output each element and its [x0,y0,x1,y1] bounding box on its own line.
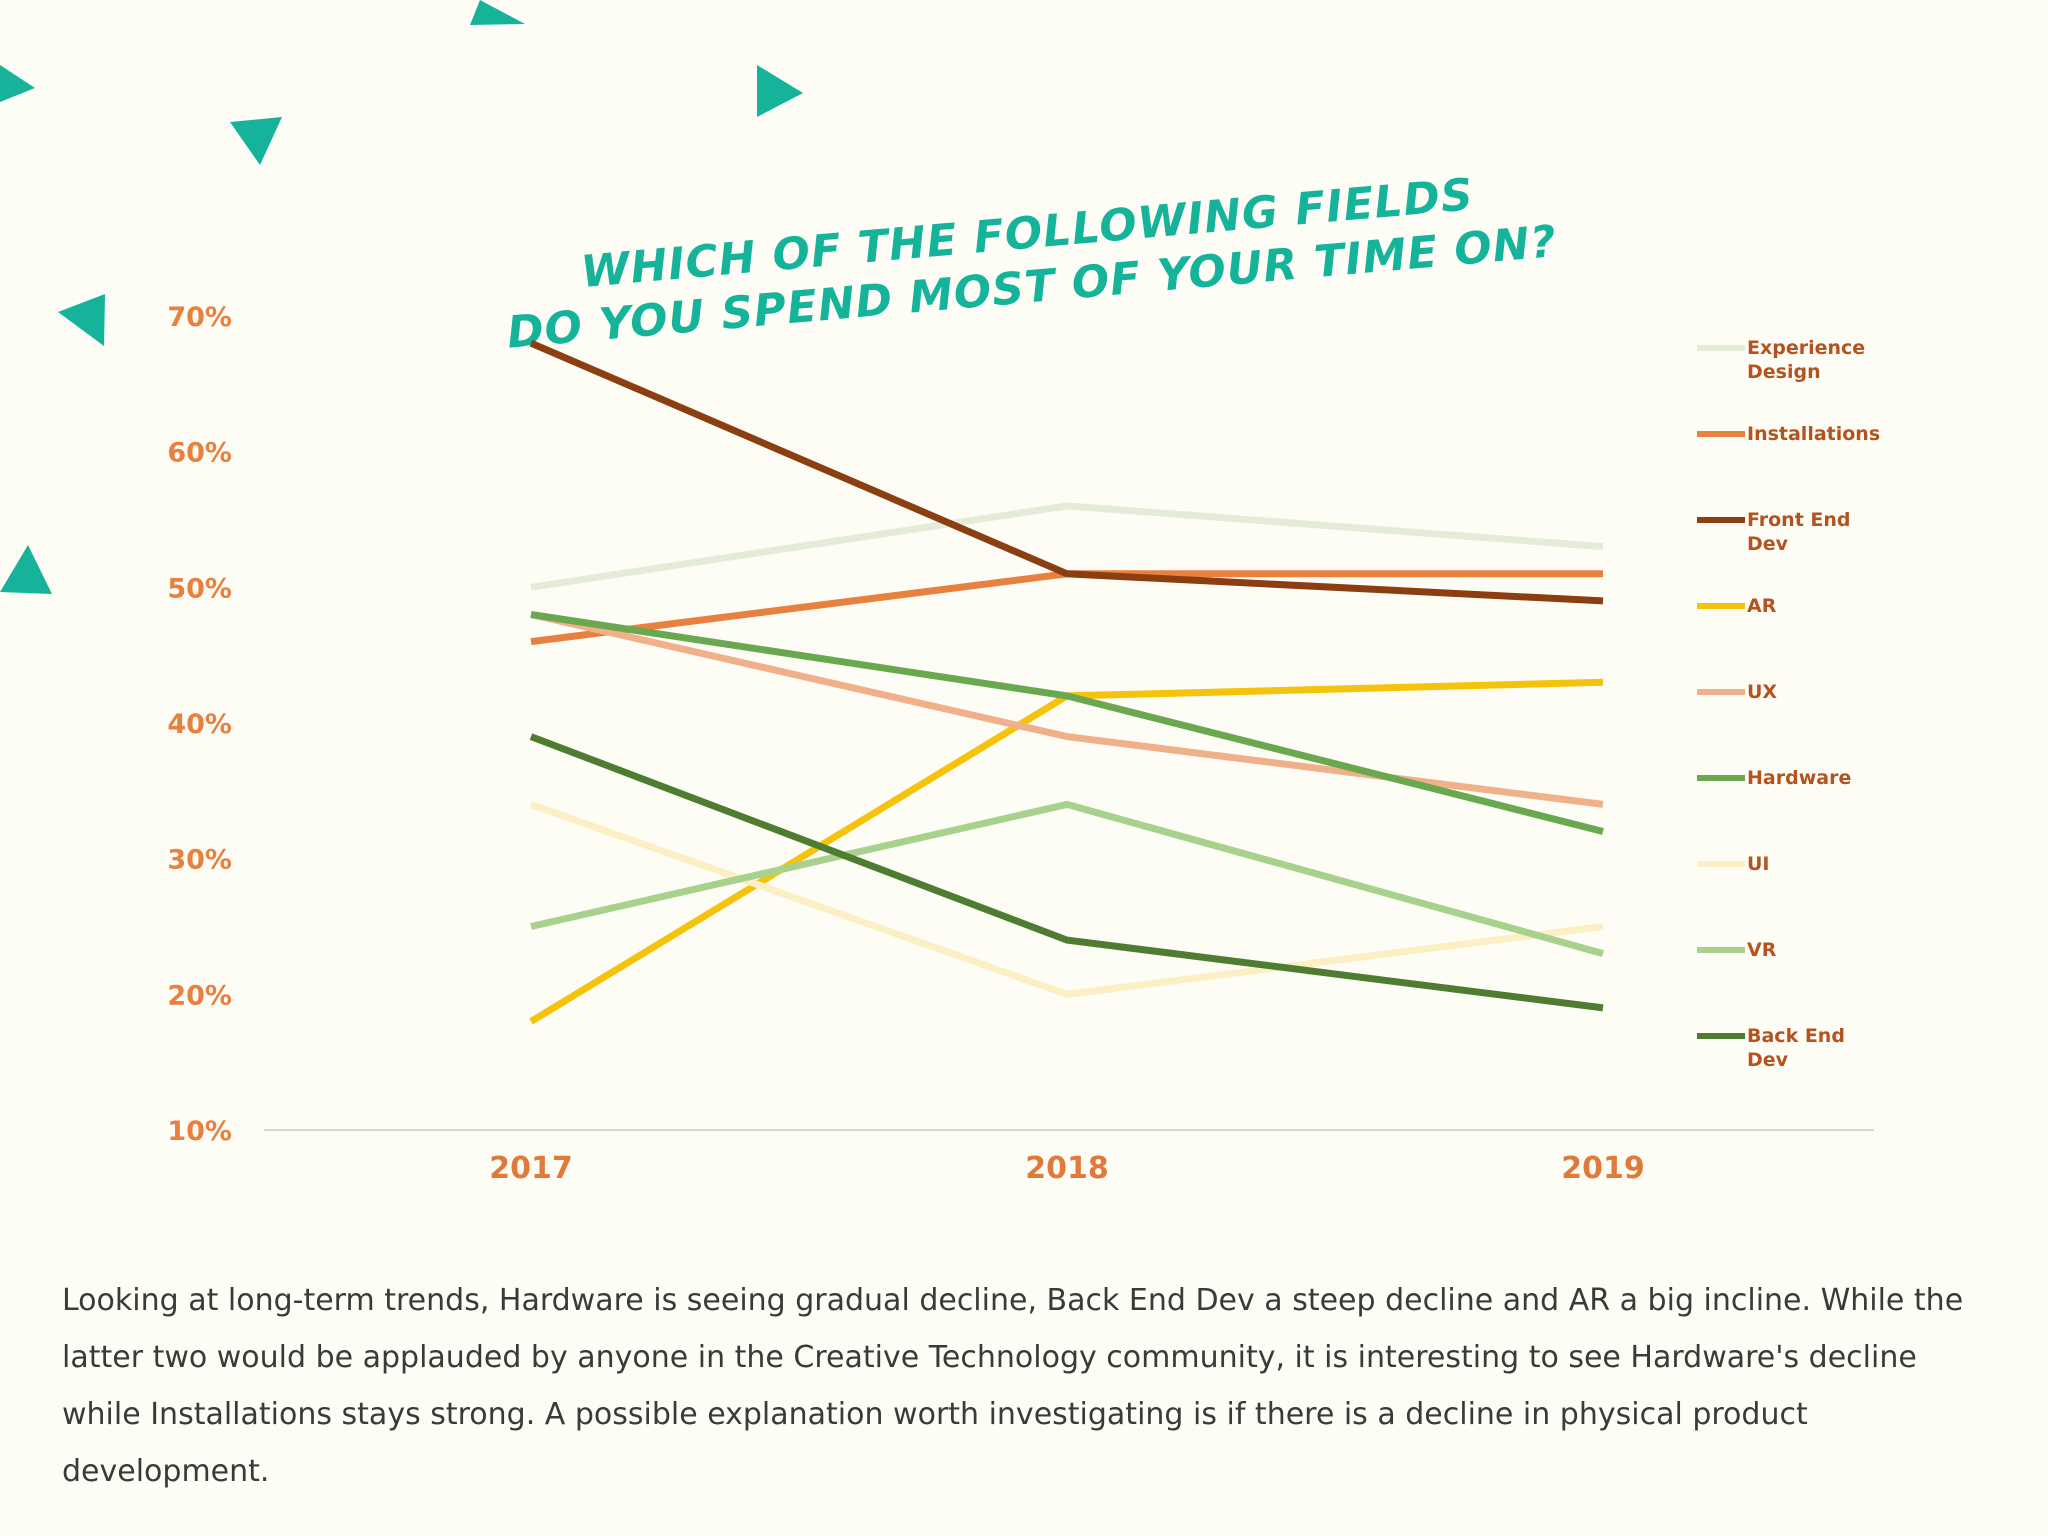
decor-triangle-icon [0,65,35,102]
legend-label: Front End Dev [1747,509,1851,555]
x-axis: 2017 2018 2019 [489,1151,1645,1186]
y-tick-label: 10% [167,1116,232,1147]
y-tick-label: 60% [167,438,232,469]
series-line-experience-design [530,502,1604,591]
series-lines [529,339,1604,1025]
y-tick-label: 40% [167,709,232,740]
decor-triangle-icon [58,294,105,346]
legend-item: UI [1697,853,1770,875]
series-line-back-end-dev [529,733,1604,1012]
x-tick-label: 2018 [1025,1151,1109,1186]
decor-triangle-icon [757,65,803,117]
y-tick-label: 30% [167,845,232,876]
y-tick-label: 20% [167,980,232,1011]
legend-item: Back End Dev [1697,1025,1845,1071]
legend-item: VR [1697,939,1777,961]
legend-item: Hardware [1697,767,1851,789]
series-line-ui [529,801,1604,998]
legend-item: AR [1697,595,1777,617]
series-line-vr [530,800,1604,957]
legend-label: Experience Design [1747,337,1865,383]
legend-item: Installations [1697,423,1880,445]
series-line-front-end-dev [529,339,1604,605]
x-tick-label: 2019 [1561,1151,1645,1186]
legend-label: VR [1747,939,1777,961]
legend-label: Installations [1747,423,1880,445]
series-line-hardware [530,611,1604,835]
series-line-installations [530,570,1603,646]
decor-triangle-icon [230,117,282,165]
legend-label: Hardware [1747,767,1851,789]
legend-label: Back End Dev [1747,1025,1845,1071]
legend-label: UX [1747,681,1777,703]
x-tick-label: 2017 [489,1151,573,1186]
legend-item: Experience Design [1697,337,1865,383]
legend-label: UI [1747,853,1770,875]
legend-item: UX [1697,681,1777,703]
y-axis: 70% 60% 50% 40% 30% 20% 10% [167,302,232,1147]
decor-triangle-icon [470,0,525,25]
legend: Experience Design Installations Front End De… [1697,337,1880,1071]
y-tick-label: 50% [167,573,232,604]
decorative-triangles [0,0,803,594]
decor-triangle-icon [0,545,52,594]
y-tick-label: 70% [167,302,232,333]
chart-title: WHICH OF THE FOLLOWING FIELDS DO YOU SPE… [505,169,1559,359]
caption-paragraph: Looking at long-term trends, Hardware is… [62,1283,1964,1489]
series-line-ux [530,611,1604,808]
legend-item: Front End Dev [1697,509,1851,555]
legend-label: AR [1747,595,1777,617]
